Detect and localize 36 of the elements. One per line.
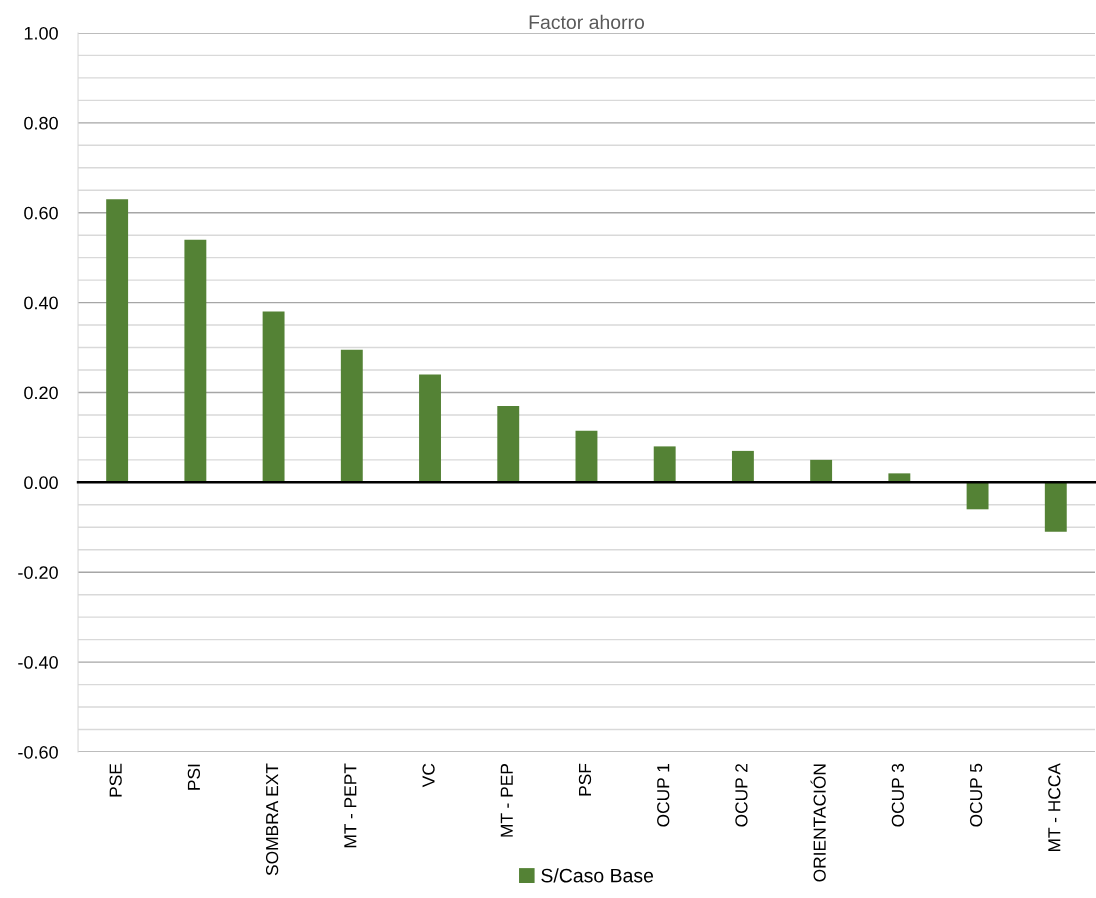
bar xyxy=(731,450,754,483)
x-tick-label: MT - PEP xyxy=(500,764,513,837)
chart-title: Factor ahorro xyxy=(529,14,645,30)
bar xyxy=(419,374,441,483)
bar xyxy=(575,430,598,483)
y-tick-label: -0.20 xyxy=(18,566,58,579)
x-tick-label: OCUP 2 xyxy=(735,763,748,827)
bar xyxy=(1044,482,1067,532)
y-tick-label: 0.60 xyxy=(24,206,58,220)
y-tick-label: 0.00 xyxy=(24,476,58,490)
y-tick-label: -0.60 xyxy=(18,745,58,759)
x-tick-label: MT - HCCA xyxy=(1048,763,1061,852)
y-tick-label: 1.00 xyxy=(24,26,58,40)
x-tick-label: OCUP 3 xyxy=(891,763,905,827)
y-tick-label: -0.40 xyxy=(18,656,58,669)
x-tick-label: SOMBRA EXT xyxy=(265,763,279,876)
y-tick-label: 0.80 xyxy=(24,116,58,130)
y-tick-label: 0.20 xyxy=(24,386,58,400)
bar xyxy=(497,405,520,483)
legend-label: S/Caso Base xyxy=(541,868,654,883)
bar xyxy=(106,199,129,483)
bar xyxy=(810,459,833,483)
bar xyxy=(340,349,363,483)
bar xyxy=(653,446,676,483)
bar xyxy=(262,311,285,483)
bar xyxy=(184,239,207,483)
x-tick-label: ORIENTACIÓN xyxy=(810,764,826,882)
x-tick-label: PSF xyxy=(578,763,592,796)
y-tick-label: 0.40 xyxy=(24,296,58,310)
x-tick-label: OCUP 5 xyxy=(969,763,983,827)
x-tick-label: PSE xyxy=(109,763,122,797)
bar xyxy=(966,482,989,510)
x-tick-label: PSI xyxy=(187,764,201,790)
x-tick-label: MT - PEPT xyxy=(344,763,357,848)
x-tick-label: VC xyxy=(422,763,435,788)
x-tick-label: OCUP 1 xyxy=(657,763,670,827)
